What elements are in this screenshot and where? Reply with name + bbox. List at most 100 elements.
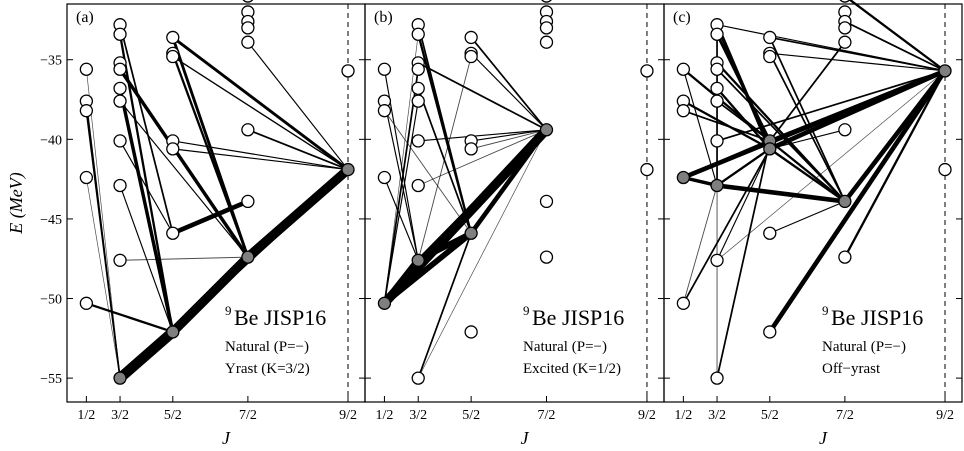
level-point (113, 253, 127, 267)
level-point (464, 142, 478, 156)
level-point (839, 0, 851, 3)
transition-line (86, 302, 174, 334)
level-point (676, 62, 691, 76)
level-point (113, 81, 127, 96)
band-level-point (763, 142, 777, 156)
level-point (411, 62, 425, 76)
level-point (241, 194, 255, 209)
transition-line (715, 24, 772, 150)
nucleus-label: Be JISP16 (234, 305, 326, 330)
level-point (710, 62, 724, 76)
level-point (676, 104, 691, 118)
level-point (241, 123, 255, 137)
level-point (166, 142, 180, 156)
transition-line (848, 0, 946, 72)
transition-line (769, 52, 946, 72)
transition-line (768, 68, 946, 151)
level-point (411, 94, 425, 108)
level-point (676, 296, 691, 310)
x-tick-label: 5/2 (164, 408, 182, 423)
x-tick-label: 1/2 (375, 408, 393, 423)
transition-line (470, 36, 548, 131)
transition-line (470, 52, 547, 131)
level-point (838, 21, 852, 35)
y-axis-title: E (MeV) (6, 172, 27, 234)
transition-line (172, 140, 349, 171)
level-point (113, 62, 127, 76)
level-point (79, 170, 94, 185)
panel-frame (364, 3, 665, 403)
transition-line (383, 69, 420, 304)
band-level-point (411, 253, 425, 267)
level-point (464, 30, 478, 45)
x-tick-label: 3/2 (111, 408, 129, 423)
transition-line (118, 88, 175, 333)
x-tick-label: 5/2 (761, 408, 779, 423)
y-tick-label: −45 (40, 213, 62, 228)
transition-line (716, 140, 771, 379)
transition-line (169, 253, 252, 336)
x-tick-label: 3/2 (708, 408, 726, 423)
level-point (710, 253, 724, 267)
x-tick-label: 3/2 (409, 408, 427, 423)
x-tick-label: 9/2 (936, 408, 954, 423)
transition-line (769, 36, 946, 72)
level-point (241, 35, 255, 49)
transition-line (682, 68, 771, 142)
nucleus-label: Be JISP16 (532, 305, 624, 330)
level-point (464, 49, 478, 64)
transition-line (417, 232, 472, 379)
transition-line (85, 110, 121, 379)
level-point (166, 30, 180, 45)
band-label: Yrast (K=3/2) (225, 361, 310, 377)
level-point (377, 170, 392, 185)
band-level-point (938, 64, 952, 78)
band-label: Excited (K=1/2) (523, 361, 621, 377)
panel-tag: (c) (673, 9, 691, 26)
band-level-point (166, 325, 180, 339)
y-tick-label: −50 (40, 293, 62, 308)
level-point (411, 371, 425, 385)
transition-line (843, 70, 947, 258)
panel-c: 1/2 3/2 5/2 7/2 9/2 J (c) 9 Be JISP16 Natural (P=… (663, 0, 963, 448)
level-point (377, 62, 392, 76)
level-point (539, 21, 554, 35)
x-axis-title: J (819, 428, 828, 448)
level-point (710, 134, 724, 148)
transition-line (244, 166, 352, 261)
level-point (411, 27, 425, 41)
x-tick-label: 7/2 (836, 408, 854, 423)
level-point (79, 296, 94, 310)
y-tick-label: −35 (40, 54, 62, 69)
parity-label: Natural (P=−) (225, 339, 309, 355)
level-point (166, 49, 180, 64)
transition-line (769, 140, 846, 203)
transition-line (417, 62, 547, 131)
level-point (411, 134, 425, 148)
band-label: Off−yrast (822, 361, 881, 377)
level-point (640, 64, 654, 78)
panel-a: 1/2 3/2 5/2 7/2 9/2 J (a) 9 Be JISP16 Natural (P=… (66, 0, 366, 448)
x-tick-label: 5/2 (462, 408, 480, 423)
band-level-point (464, 226, 478, 240)
x-tick-label: 7/2 (239, 408, 257, 423)
x-axis-title: J (521, 428, 530, 448)
transition-line (471, 129, 547, 150)
level-point (242, 0, 254, 3)
transition-line (171, 199, 249, 236)
panel-b: 1/2 3/2 5/2 7/2 9/2 J (b) 9 Be JISP16 Natural (P=… (364, 0, 665, 448)
level-point (710, 27, 724, 41)
x-tick-label: 9/2 (638, 408, 656, 423)
level-point (539, 250, 554, 264)
level-point (763, 325, 777, 339)
transition-line (247, 41, 349, 170)
transition-line (172, 148, 349, 171)
level-point (539, 35, 554, 49)
x-tick-label: 1/2 (77, 408, 95, 423)
level-point (464, 325, 478, 339)
transition-line (682, 100, 771, 150)
band-level-point (838, 194, 852, 209)
transition-line (418, 129, 547, 142)
transition-line (716, 87, 771, 150)
band-level-point (539, 123, 554, 137)
